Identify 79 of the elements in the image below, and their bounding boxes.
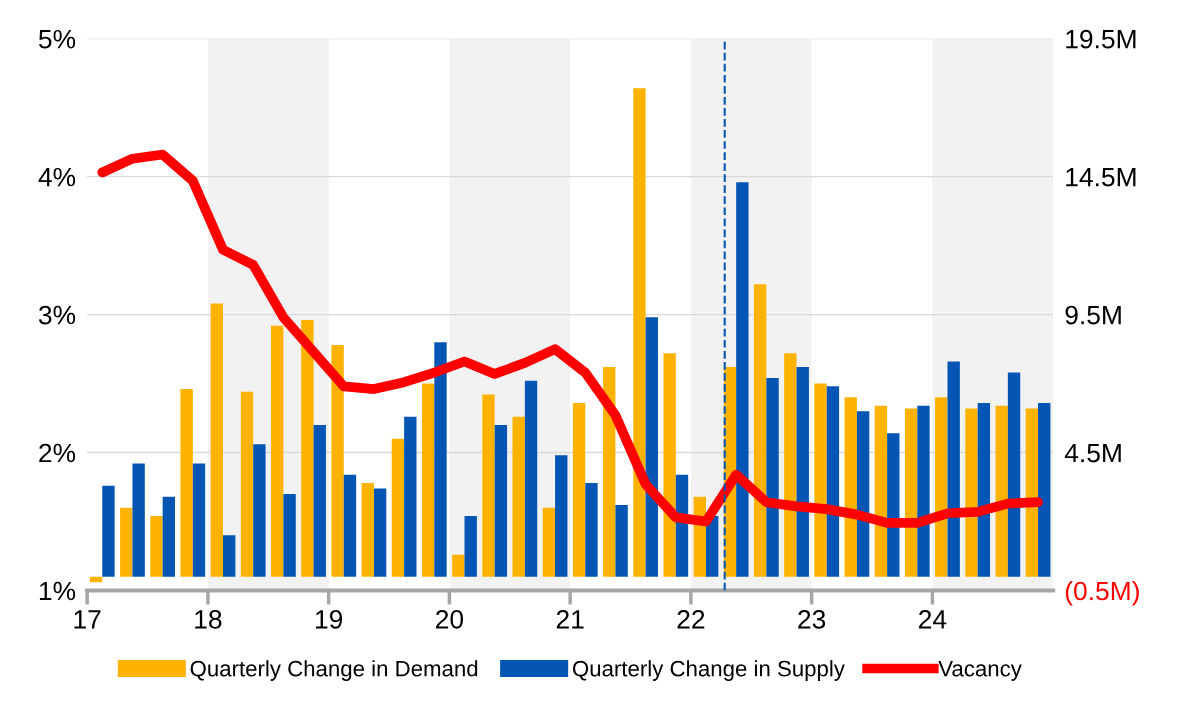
bar bbox=[102, 485, 115, 577]
x-tick-label: 19 bbox=[316, 609, 343, 629]
bar bbox=[874, 405, 888, 577]
bar bbox=[421, 383, 435, 577]
bar bbox=[132, 463, 145, 577]
bar bbox=[120, 507, 133, 577]
bar bbox=[1007, 372, 1021, 577]
y2-tick-label: 14.5M bbox=[1066, 168, 1136, 187]
bar bbox=[271, 325, 284, 577]
y-tick-label: 4% bbox=[38, 167, 76, 187]
bar bbox=[814, 383, 827, 577]
bar bbox=[404, 416, 417, 577]
bar bbox=[904, 408, 918, 577]
bar bbox=[494, 424, 508, 577]
legend-label: Quarterly Change in Demand bbox=[190, 660, 478, 681]
bar bbox=[313, 424, 326, 577]
bar bbox=[753, 284, 767, 577]
bar bbox=[856, 411, 870, 577]
bar bbox=[162, 496, 176, 577]
bar bbox=[512, 416, 525, 577]
bar bbox=[373, 488, 387, 577]
x-tick-label: 24 bbox=[919, 609, 947, 629]
bar bbox=[452, 554, 465, 577]
bar bbox=[585, 482, 598, 577]
bar bbox=[210, 303, 224, 577]
bar bbox=[524, 380, 538, 577]
bar bbox=[844, 397, 857, 577]
bar bbox=[240, 391, 254, 577]
bar bbox=[331, 344, 344, 577]
bar bbox=[917, 405, 930, 577]
bar bbox=[887, 433, 900, 577]
y-tick-label: 3% bbox=[38, 305, 76, 325]
y-tick-label: 2% bbox=[39, 443, 76, 463]
y-tick-label: 1% bbox=[39, 581, 76, 601]
bar bbox=[361, 482, 374, 577]
legend-label: Quarterly Change in Supply bbox=[572, 660, 845, 681]
bar bbox=[283, 493, 296, 577]
x-tick-label: 20 bbox=[436, 609, 464, 629]
bar bbox=[1025, 408, 1039, 577]
bar bbox=[736, 182, 749, 577]
bar bbox=[542, 507, 556, 577]
bar bbox=[766, 378, 779, 577]
x-tick-label: 17 bbox=[74, 610, 101, 629]
bar bbox=[645, 317, 658, 577]
y2-tick-label: 9.5M bbox=[1065, 305, 1121, 325]
bar bbox=[223, 535, 236, 577]
bar bbox=[464, 516, 477, 577]
bar bbox=[253, 444, 266, 577]
bar bbox=[947, 361, 960, 577]
y-tick-label: 5% bbox=[38, 29, 76, 49]
bar bbox=[434, 342, 447, 577]
bar bbox=[1038, 402, 1051, 577]
x-tick-label: 21 bbox=[556, 609, 584, 629]
bar bbox=[391, 438, 405, 577]
y2-tick-label: (0.5M) bbox=[1065, 580, 1139, 606]
x-tick-label: 22 bbox=[677, 609, 705, 629]
bar bbox=[784, 353, 797, 577]
bar bbox=[977, 402, 991, 577]
bar bbox=[192, 463, 206, 577]
legend-label: Vacancy bbox=[938, 660, 1022, 681]
bar bbox=[633, 88, 646, 577]
x-tick-label: 18 bbox=[195, 609, 222, 629]
bar bbox=[301, 320, 314, 577]
bar bbox=[150, 516, 163, 577]
x-tick-label: 23 bbox=[798, 609, 826, 629]
bar bbox=[935, 397, 948, 577]
y2-tick-label: 19.5M bbox=[1066, 29, 1136, 49]
bar bbox=[796, 367, 809, 577]
bar bbox=[482, 394, 495, 577]
bar bbox=[343, 474, 357, 577]
bar bbox=[663, 353, 676, 577]
bar bbox=[615, 504, 628, 577]
bar bbox=[826, 386, 840, 577]
bar bbox=[965, 408, 978, 577]
bar bbox=[180, 389, 193, 577]
y2-tick-label: 4.5M bbox=[1064, 443, 1121, 463]
bar bbox=[555, 455, 568, 577]
bar bbox=[995, 405, 1008, 577]
bar bbox=[572, 402, 586, 577]
